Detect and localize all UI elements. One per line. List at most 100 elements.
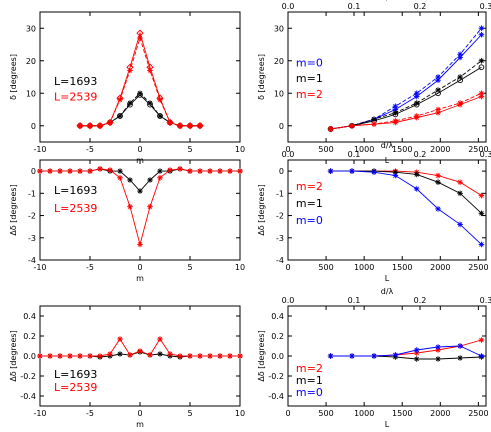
y-tick-label: -0.4 [20, 392, 36, 401]
x-tick-label: 2000 [430, 409, 450, 418]
y-tick-label: 0.0 [271, 352, 284, 361]
data-point [392, 111, 399, 118]
x2-axis-label: d/λ [381, 287, 394, 296]
data-point [57, 168, 63, 174]
data-point [227, 168, 233, 174]
x2-tick-label: 0.0 [282, 2, 295, 11]
data-point [137, 241, 143, 248]
x2-axis-label: d/λ [381, 141, 394, 150]
data-point [478, 64, 485, 71]
annotation-label: L=1693 [54, 368, 97, 381]
data-point [127, 352, 133, 358]
data-point [127, 177, 133, 183]
data-point [147, 101, 153, 108]
x2-tick-label: 0.1 [348, 150, 361, 159]
data-point [147, 177, 153, 183]
data-point [87, 168, 93, 174]
x-tick-label: 1500 [392, 263, 412, 272]
x-tick-label: 0 [137, 409, 142, 418]
data-point [327, 353, 334, 359]
x2-tick-label: 0.2 [414, 2, 427, 11]
x-tick-label: 2000 [430, 145, 450, 154]
data-point [137, 92, 143, 98]
y-tick-label: -1 [276, 189, 284, 198]
data-point [187, 353, 193, 359]
x-tick-label: 5 [187, 263, 192, 272]
data-point [217, 353, 223, 359]
y-tick-label: 30 [26, 24, 36, 33]
x-tick-label: 2500 [468, 409, 488, 418]
series-line [330, 345, 482, 357]
x2-tick-label: 0.2 [414, 150, 427, 159]
series-line [330, 96, 482, 130]
data-point [157, 336, 163, 342]
data-point [392, 119, 399, 126]
annotation-label: m=2 [296, 362, 323, 375]
data-point [37, 168, 43, 174]
data-point [435, 77, 441, 84]
annotation-label: m=2 [296, 88, 323, 101]
panel-bottom-left: -10 -5 0 5 10 m -0.4 -0.2 0.0 0.2 0.4 Δδ [degrees] L… [9, 305, 245, 429]
data-point [187, 168, 193, 174]
data-point [349, 168, 355, 174]
data-point [126, 63, 134, 71]
annotation-label: L=2539 [54, 90, 97, 103]
data-point [413, 114, 420, 121]
annotation-label: m=1 [296, 197, 323, 210]
data-point [457, 355, 463, 361]
data-point [413, 356, 420, 362]
data-point [457, 221, 463, 228]
data-point [96, 122, 104, 130]
x-tick-label: -10 [33, 409, 46, 418]
x2-tick-label: 0.0 [282, 296, 295, 305]
data-point [37, 353, 43, 359]
data-point [176, 122, 184, 130]
x-tick-label: 2500 [468, 263, 488, 272]
data-point [136, 29, 144, 37]
data-point [116, 94, 124, 102]
data-point [227, 353, 233, 359]
data-point [457, 54, 463, 61]
y-tick-label: 0.4 [23, 312, 36, 321]
data-point [106, 118, 114, 127]
x-tick-label: 1500 [392, 145, 412, 154]
series-line [80, 31, 200, 127]
data-point [157, 174, 163, 181]
y-tick-label: -4 [28, 256, 36, 265]
data-point [157, 168, 163, 174]
data-point [478, 210, 485, 217]
x-tick-label: 500 [318, 263, 333, 272]
x-tick-label: 1000 [354, 263, 374, 272]
y-tick-label: -0.2 [268, 372, 284, 381]
data-point [117, 336, 123, 342]
y-tick-label: 0.0 [23, 352, 36, 361]
y-axis-label: Δδ [degrees] [257, 330, 266, 381]
data-point [349, 353, 355, 359]
data-point [146, 63, 154, 71]
data-point [435, 172, 441, 179]
data-point [167, 351, 173, 357]
data-point [435, 356, 441, 362]
data-point [457, 77, 463, 84]
y-tick-label: 10 [26, 89, 36, 98]
x-tick-label: 0 [285, 145, 290, 154]
x-tick-label: 0 [285, 409, 290, 418]
x-tick-label: 500 [318, 145, 333, 154]
data-point [207, 168, 213, 174]
y-axis-label: δ [degrees] [257, 54, 266, 100]
x-tick-label: -5 [86, 409, 94, 418]
data-point [87, 353, 93, 359]
data-point [127, 203, 133, 210]
data-point [457, 343, 463, 349]
annotation-label: L=2539 [54, 381, 97, 394]
data-point [435, 179, 441, 186]
data-point [127, 101, 133, 108]
y-tick-label: -3 [28, 234, 36, 243]
data-point [371, 121, 377, 127]
data-point [77, 353, 83, 359]
x-tick-label: -5 [86, 145, 94, 154]
data-point [166, 118, 174, 127]
annotation-label: m=0 [296, 57, 323, 70]
data-point [457, 101, 463, 108]
